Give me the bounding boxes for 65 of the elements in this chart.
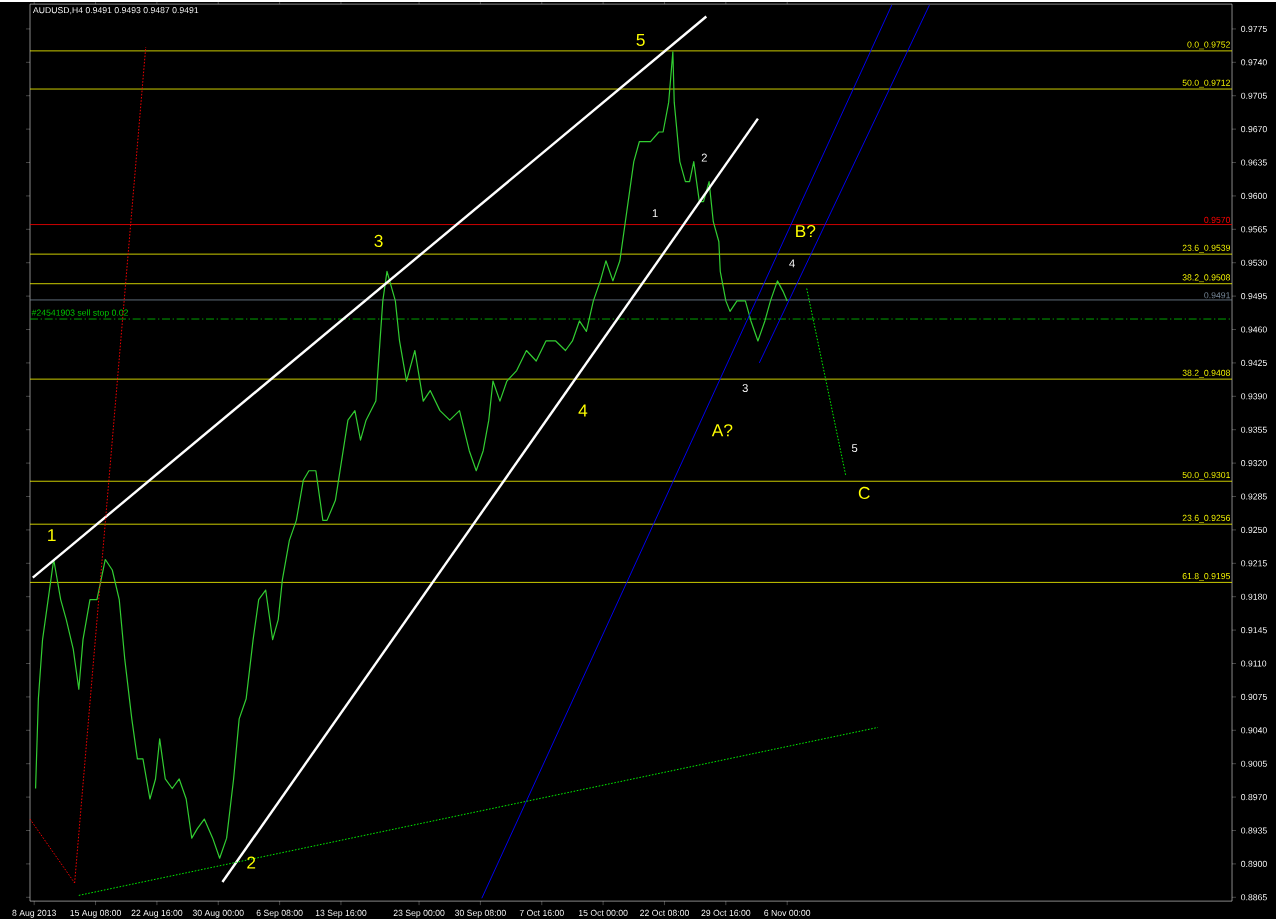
annotation: C	[858, 486, 870, 500]
x-tick-label: 6 Nov 00:00	[764, 909, 811, 916]
y-tick-label: 0.8970	[1241, 793, 1267, 801]
ref-line-label: 23.6_0.9256	[1182, 514, 1231, 523]
annotation: 1	[652, 209, 658, 217]
x-tick-label: 7 Oct 16:00	[519, 909, 564, 916]
annotation: 5	[851, 444, 858, 453]
annotation: 4	[578, 404, 588, 417]
y-tick-label: 0.9390	[1241, 393, 1267, 400]
y-tick-label: 0.9145	[1241, 626, 1267, 634]
ref-line-label: 38.2_0.9408	[1182, 369, 1231, 378]
annotation: A?	[711, 424, 733, 437]
y-tick-label: 0.9425	[1241, 359, 1267, 366]
y-tick-label: 0.9250	[1241, 526, 1267, 533]
y-tick-label: 0.9075	[1241, 693, 1267, 700]
y-tick-label: 0.9635	[1241, 159, 1267, 166]
ref-line-label: 61.8_0.9195	[1182, 572, 1231, 581]
x-tick-label: 22 Aug 16:00	[131, 909, 183, 918]
annotation: 3	[374, 234, 383, 248]
y-tick-label: 0.9740	[1241, 59, 1267, 66]
x-tick-label: 30 Sep 08:00	[454, 909, 506, 918]
annotation: 2	[247, 856, 256, 869]
y-tick-label: 0.9040	[1241, 727, 1267, 734]
y-tick-label: 0.9215	[1241, 560, 1267, 567]
x-tick-label: 22 Oct 08:00	[640, 909, 689, 916]
ref-line-label: 0.0_0.9752	[1187, 41, 1230, 50]
y-tick-label: 0.9600	[1241, 192, 1267, 199]
ref-line-label: #24541903 sell stop 0.02	[31, 309, 128, 318]
y-tick-label: 0.9670	[1241, 126, 1267, 133]
y-tick-label: 0.8900	[1241, 860, 1267, 867]
annotation: 5	[636, 33, 645, 46]
ref-line-label: 38.2_0.9508	[1182, 274, 1231, 283]
ref-line-label: 0.9570	[1204, 216, 1231, 223]
y-tick-label: 0.9355	[1241, 426, 1267, 433]
chart-title: AUDUSD,H4 0.9491 0.9493 0.9487 0.9491	[32, 7, 199, 15]
annotation: B?	[796, 224, 816, 238]
ref-line-label: 23.6_0.9539	[1182, 244, 1230, 253]
y-tick-label: 0.8935	[1241, 827, 1267, 834]
ref-line-label: 50.0_0.9712	[1182, 79, 1230, 88]
ref-line-label: 50.0_0.9301	[1182, 471, 1230, 480]
annotation: 1	[48, 529, 56, 542]
y-tick-label: 0.9705	[1241, 92, 1267, 99]
y-tick-label: 0.9180	[1241, 593, 1267, 600]
annotation: 3	[742, 383, 748, 392]
x-tick-label: 29 Oct 16:00	[701, 909, 751, 916]
x-tick-label: 23 Sep 00:00	[393, 909, 445, 918]
y-tick-label: 0.9320	[1241, 459, 1267, 467]
y-tick-label: 0.8865	[1241, 894, 1267, 901]
y-tick-label: 0.9005	[1241, 760, 1267, 767]
y-tick-label: 0.9110	[1241, 660, 1267, 667]
x-tick-label: 30 Aug 00:00	[192, 909, 244, 918]
y-tick-label: 0.9460	[1241, 326, 1267, 333]
x-tick-label: 15 Aug 08:00	[70, 909, 121, 918]
ref-line-label: 0.9491	[1204, 292, 1230, 299]
y-tick-label: 0.9775	[1241, 25, 1267, 32]
y-tick-label: 0.9530	[1241, 259, 1267, 266]
x-tick-label: 15 Oct 00:00	[578, 909, 628, 916]
x-tick-label: 8 Aug 2013	[12, 909, 56, 918]
y-tick-label: 0.9565	[1241, 226, 1267, 233]
y-tick-label: 0.9495	[1241, 293, 1267, 300]
x-tick-label: 6 Sep 08:00	[256, 909, 303, 918]
annotation: 4	[789, 259, 795, 268]
x-tick-label: 13 Sep 16:00	[315, 909, 367, 918]
annotation: 2	[701, 153, 707, 162]
y-tick-label: 0.9285	[1241, 493, 1267, 500]
